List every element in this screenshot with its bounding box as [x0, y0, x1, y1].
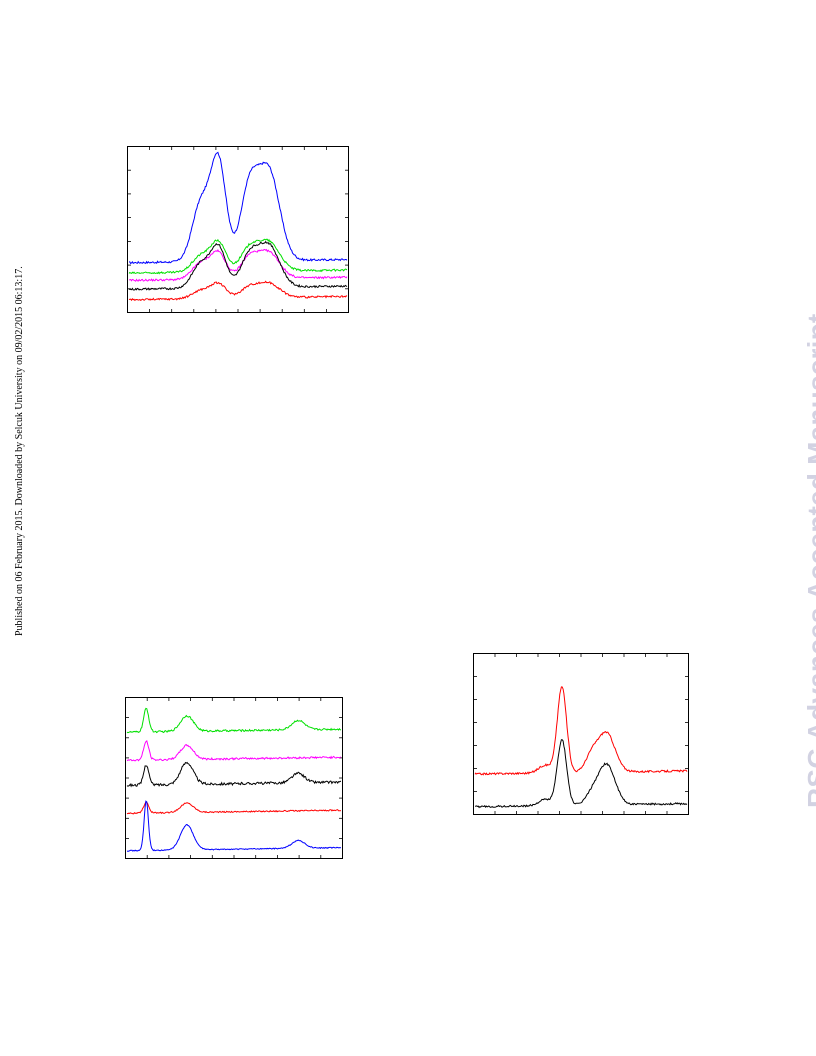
series-black: [128, 240, 348, 291]
series-magenta: [128, 248, 348, 282]
series-black: [474, 739, 688, 809]
series-magenta: [126, 739, 341, 762]
spectra-chart-1: [127, 146, 349, 313]
plot-frame: [127, 146, 349, 313]
figure-bottom-left: [125, 697, 343, 859]
plot-frame: [473, 653, 689, 815]
series-red: [126, 801, 342, 815]
download-note: Published on 06 February 2015. Downloade…: [14, 266, 25, 636]
series-green: [126, 707, 342, 734]
plot-frame: [125, 697, 343, 859]
series-blue: [129, 151, 348, 265]
series-black: [126, 761, 342, 788]
spectra-chart-2: [125, 697, 343, 859]
spectra-chart-3: [473, 653, 689, 815]
figure-top-left: [127, 146, 349, 313]
series-green: [128, 238, 348, 275]
figure-bottom-right: [473, 653, 689, 815]
accepted-manuscript-watermark: RSC Advances Accepted Manuscript: [802, 313, 816, 808]
series-red: [128, 280, 348, 302]
series-red: [474, 686, 688, 776]
series-blue: [126, 800, 342, 852]
